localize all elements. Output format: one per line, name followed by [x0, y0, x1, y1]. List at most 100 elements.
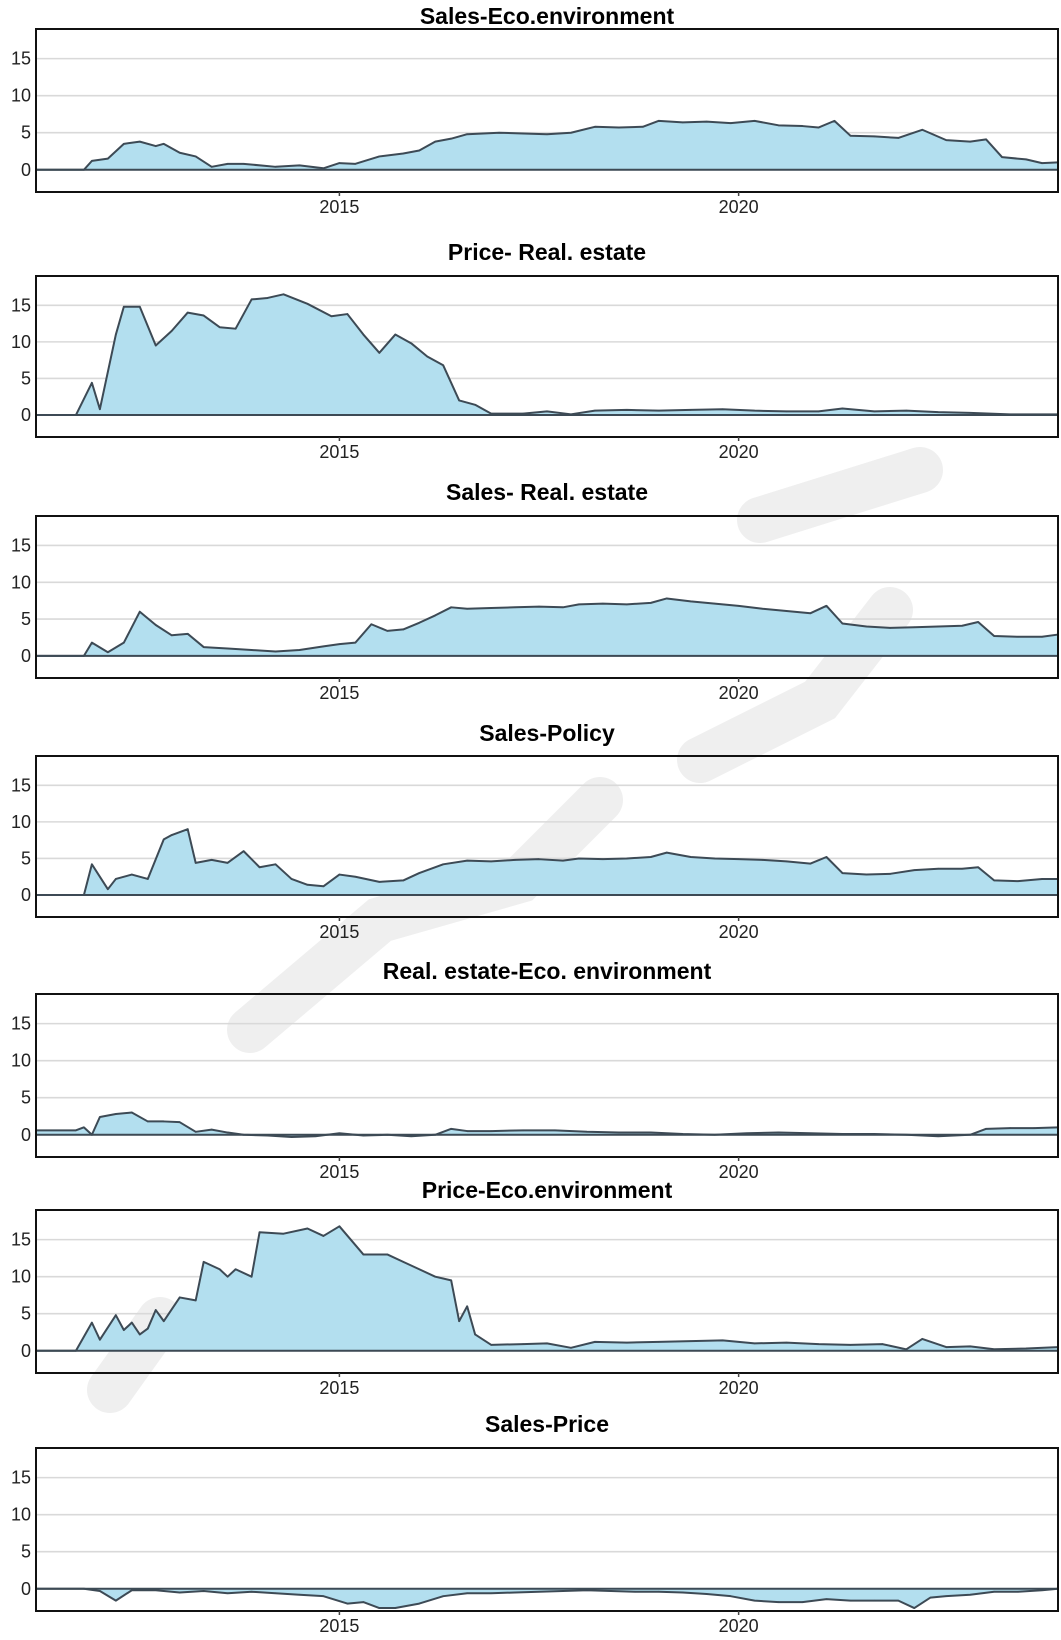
data-point	[330, 315, 333, 318]
data-point	[1033, 1127, 1035, 1129]
data-point	[362, 1134, 365, 1137]
panel-3: Sales- Real. estate 0 5 10 15 2015 2020	[11, 479, 1059, 703]
data-point	[849, 1599, 852, 1602]
data-point	[490, 1592, 492, 1595]
x-tick-label: 2020	[719, 442, 759, 462]
data-point	[466, 1592, 468, 1595]
data-point	[657, 1341, 660, 1343]
x-tick-label: 2015	[319, 922, 359, 942]
data-point	[945, 1346, 948, 1348]
panel-frame	[35, 515, 1059, 679]
data-point	[226, 862, 229, 864]
data-point	[689, 409, 692, 411]
data-point	[809, 1132, 812, 1135]
data-point	[969, 1345, 971, 1348]
data-point	[75, 1129, 77, 1132]
data-point	[274, 166, 277, 168]
data-point	[170, 330, 173, 332]
data-point	[458, 399, 460, 402]
data-point	[386, 1253, 389, 1256]
data-point	[402, 879, 405, 882]
data-point	[91, 382, 93, 384]
y-tick-label: 5	[21, 1542, 31, 1562]
y-tick-label: 5	[21, 368, 31, 388]
data-point	[242, 850, 245, 852]
data-point	[657, 409, 660, 412]
data-point	[554, 1129, 556, 1132]
panel-title: Sales- Real. estate	[446, 479, 648, 505]
y-tick-label: 0	[21, 1125, 31, 1145]
data-point	[602, 858, 604, 860]
data-point	[226, 1275, 229, 1278]
area-fill	[36, 829, 1058, 896]
data-point	[729, 122, 732, 124]
data-point	[282, 1232, 285, 1235]
data-point	[626, 857, 628, 860]
data-point	[482, 132, 484, 135]
data-point	[234, 1268, 237, 1271]
data-point	[466, 607, 468, 610]
data-point	[154, 145, 157, 147]
data-point	[298, 1593, 301, 1596]
data-point	[1017, 1590, 1019, 1593]
panel-frame	[35, 1209, 1059, 1374]
data-point	[514, 1591, 516, 1594]
data-point	[985, 1128, 987, 1130]
data-point	[594, 409, 596, 412]
data-point	[434, 140, 437, 143]
data-point	[889, 627, 892, 629]
data-point	[338, 643, 341, 645]
data-point	[162, 1120, 165, 1123]
data-point	[642, 126, 644, 128]
data-point	[993, 879, 995, 882]
data-point	[450, 1279, 452, 1282]
data-point	[490, 1130, 492, 1132]
y-tick-label: 15	[11, 1230, 31, 1250]
data-point	[929, 1596, 932, 1599]
data-point	[514, 859, 516, 861]
data-point	[338, 1225, 341, 1228]
data-point	[210, 1128, 213, 1131]
y-tick-label: 10	[11, 1505, 31, 1525]
data-point	[426, 355, 429, 358]
data-point	[322, 1235, 325, 1237]
data-point	[1025, 1347, 1027, 1350]
data-point	[841, 872, 844, 874]
data-point	[833, 120, 836, 122]
data-point	[649, 856, 652, 858]
data-point	[402, 1261, 405, 1263]
data-point	[83, 655, 85, 657]
data-point	[274, 863, 277, 866]
data-point	[649, 1131, 652, 1134]
data-point	[921, 128, 924, 131]
data-point	[226, 163, 229, 165]
series-line	[36, 1587, 1059, 1610]
data-point	[474, 1333, 476, 1336]
data-point	[977, 866, 979, 869]
data-point	[1025, 158, 1027, 161]
data-point	[865, 873, 868, 876]
data-point	[961, 624, 963, 627]
data-point	[123, 143, 125, 145]
panel-title: Price- Real. estate	[448, 239, 646, 265]
panel-title: Real. estate-Eco. environment	[383, 958, 712, 984]
data-point	[689, 1340, 692, 1342]
data-point	[889, 873, 892, 875]
data-point	[801, 125, 804, 127]
data-point	[442, 1595, 445, 1597]
data-point	[969, 1133, 971, 1136]
data-point	[626, 603, 628, 606]
data-point	[841, 1133, 844, 1135]
y-tick-label: 15	[11, 775, 31, 795]
data-point	[322, 885, 325, 888]
y-tick-label: 10	[11, 86, 31, 106]
data-point	[242, 163, 245, 165]
x-tick-label: 2020	[719, 197, 759, 217]
data-point	[817, 1343, 820, 1345]
data-point	[258, 1231, 261, 1234]
x-tick-label: 2020	[719, 683, 759, 703]
data-point	[218, 326, 221, 329]
data-point	[993, 635, 995, 637]
data-point	[913, 869, 916, 871]
data-point	[378, 155, 381, 158]
